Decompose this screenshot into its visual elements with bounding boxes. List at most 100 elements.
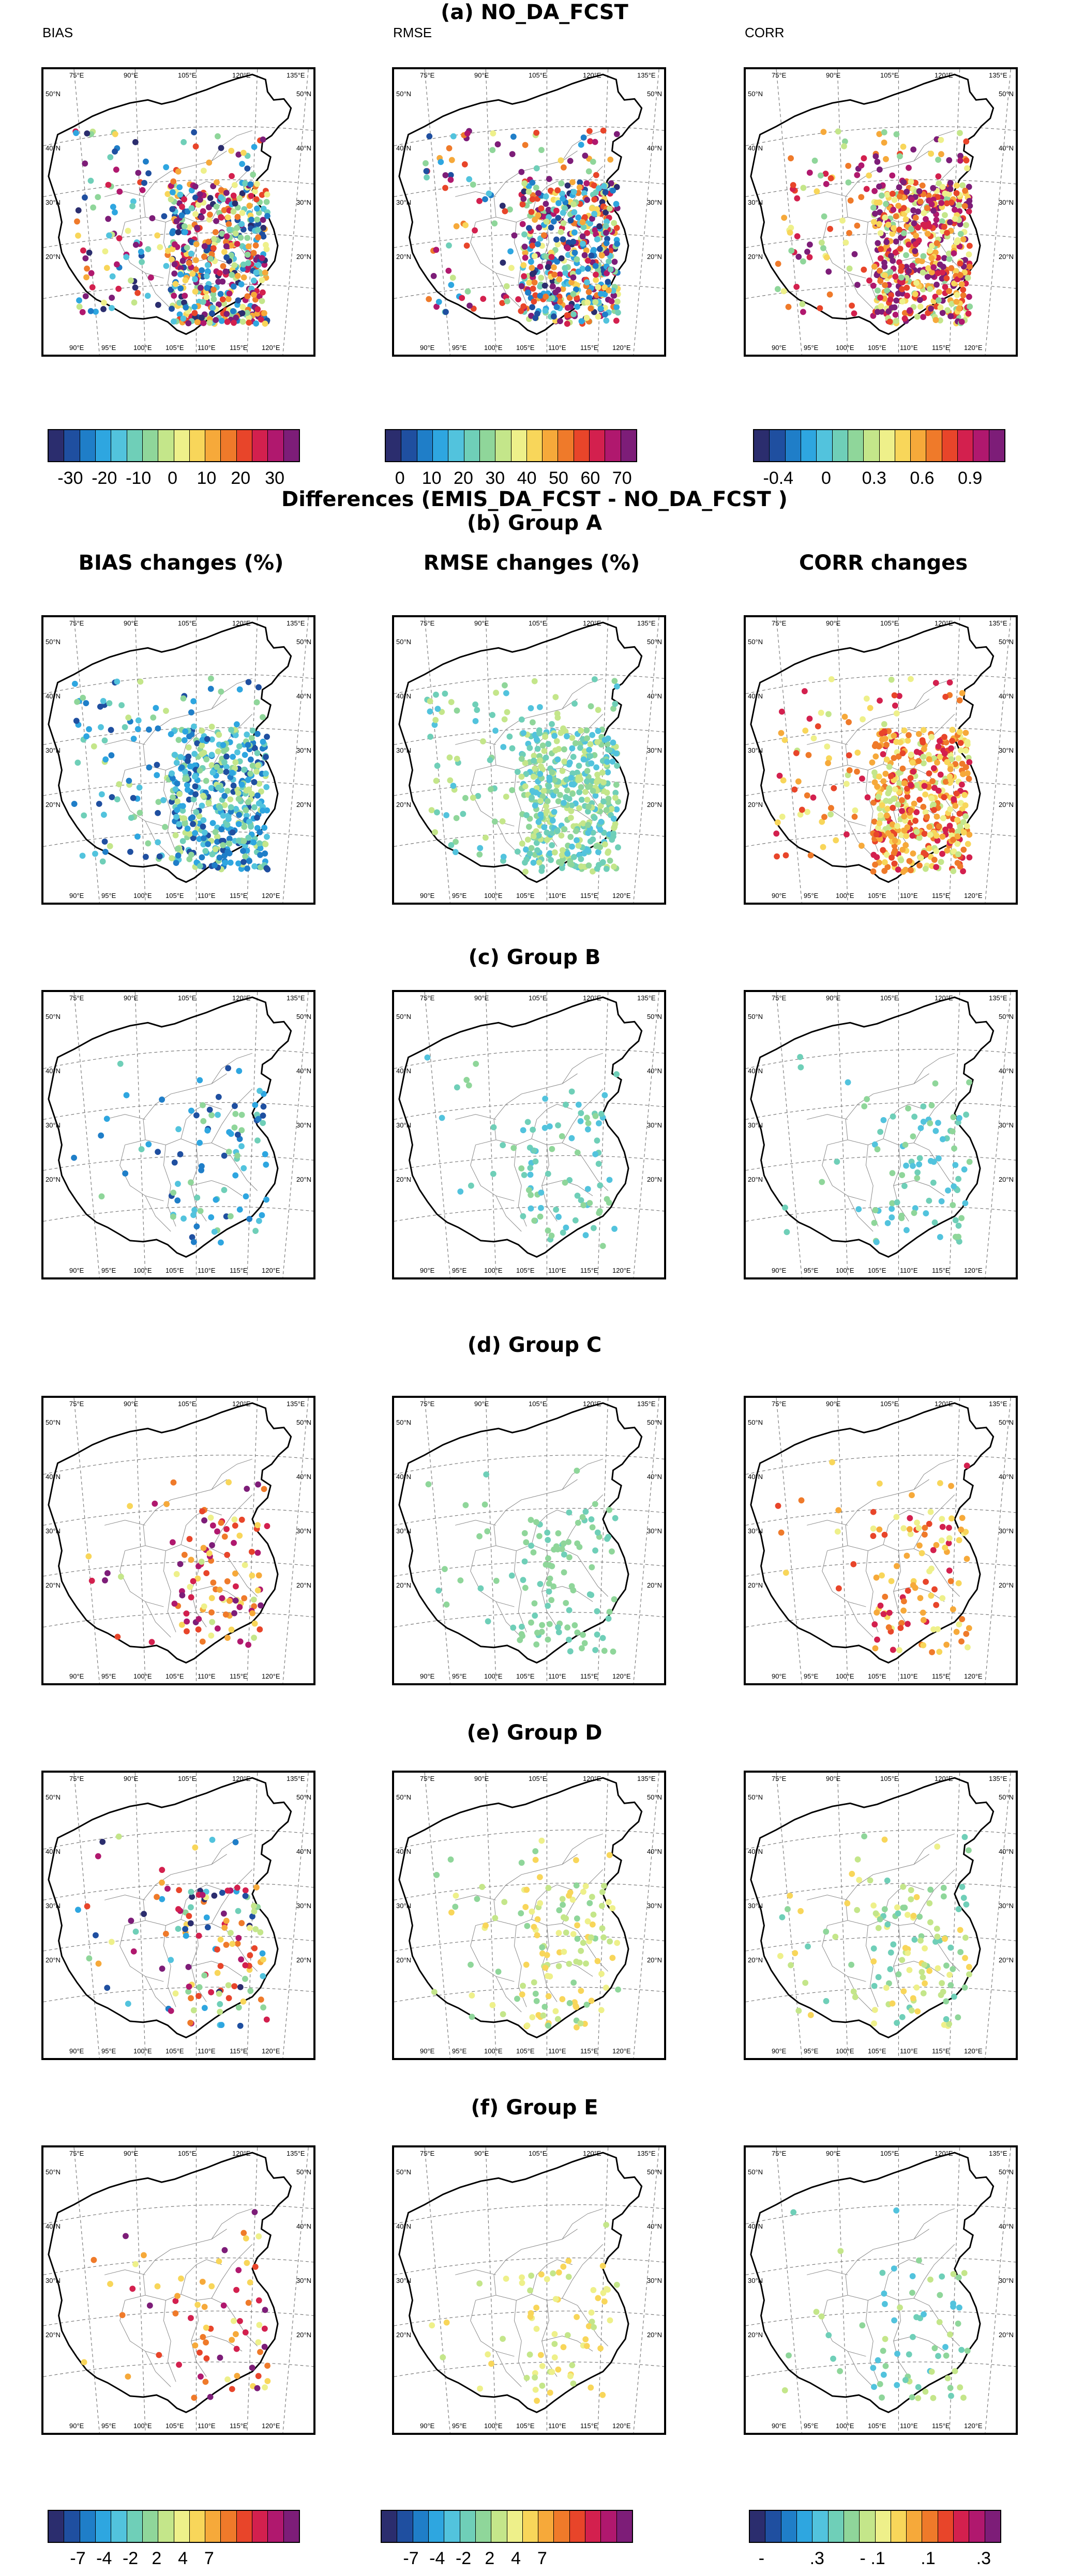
station-dot — [227, 859, 234, 866]
station-dot — [936, 297, 942, 303]
graticule-line — [985, 1398, 1011, 1683]
station-dot — [493, 1577, 500, 1584]
station-dot — [464, 288, 471, 295]
station-dot — [958, 1215, 965, 1222]
station-dot — [939, 1595, 946, 1602]
station-dot — [470, 795, 476, 801]
station-dot — [934, 1843, 941, 1850]
graticule-line — [394, 126, 664, 146]
station-dot — [578, 318, 585, 325]
station-dot — [208, 736, 215, 743]
station-dot — [545, 2022, 552, 2029]
station-dot — [866, 277, 872, 284]
station-dot — [264, 833, 270, 840]
colorbar-swatch — [127, 430, 143, 461]
graticule-line — [43, 1049, 313, 1069]
station-dot — [254, 730, 261, 737]
station-dot — [442, 172, 449, 178]
station-dot — [888, 253, 894, 260]
station-dot — [893, 213, 899, 220]
station-dot — [568, 802, 575, 809]
station-dot — [537, 798, 544, 804]
station-dot — [189, 1894, 195, 1900]
station-dot — [204, 1127, 211, 1134]
station-dot — [913, 809, 920, 815]
province-border — [847, 1601, 874, 1638]
station-dot — [941, 794, 947, 801]
station-dot — [595, 1161, 602, 1167]
station-dot — [931, 785, 938, 791]
station-dot — [600, 1934, 607, 1941]
station-dot — [935, 173, 942, 180]
station-dot — [963, 1630, 970, 1637]
latitude-label: 40°N — [396, 1067, 412, 1075]
station-dot — [239, 161, 246, 167]
station-dot — [545, 1555, 551, 1562]
station-dot — [936, 289, 942, 296]
station-dot — [835, 1585, 842, 1592]
station-dot — [963, 823, 970, 830]
longitude-label-top: 135°E — [989, 71, 1007, 79]
station-dot — [606, 1852, 613, 1858]
station-dot — [829, 1459, 835, 1466]
station-dot — [566, 1636, 572, 1643]
longitude-label-bottom: 110°E — [198, 1267, 216, 1274]
longitude-label-top: 90°E — [474, 994, 489, 1002]
station-dot — [570, 311, 577, 317]
station-dot — [601, 737, 608, 743]
graticule-line — [949, 617, 960, 903]
station-dot — [592, 1501, 598, 1507]
station-dot — [174, 845, 181, 852]
station-dot — [603, 223, 609, 229]
station-dot — [545, 264, 551, 270]
station-dot — [525, 225, 532, 232]
station-dot — [447, 172, 454, 178]
station-dot — [964, 739, 971, 745]
station-dot — [860, 716, 866, 723]
station-dot — [939, 1516, 945, 1522]
longitude-label-top: 75°E — [772, 619, 787, 627]
province-border — [913, 1458, 955, 1490]
station-dot — [226, 835, 233, 842]
station-dot — [238, 1143, 245, 1150]
longitude-label-top: 105°E — [178, 1775, 197, 1782]
station-dot — [891, 196, 898, 203]
station-dot — [588, 1516, 595, 1522]
station-dot — [966, 184, 972, 190]
station-dot — [935, 743, 942, 750]
province-border — [145, 1976, 171, 2013]
station-dot — [578, 1197, 584, 1203]
station-dot — [791, 786, 798, 793]
station-dot — [613, 1071, 620, 1078]
station-dot — [240, 1998, 247, 2005]
station-dot — [531, 757, 537, 764]
colorbar-swatch — [973, 430, 989, 461]
station-dot — [909, 759, 916, 766]
latitude-label: 20°N — [46, 1581, 61, 1589]
colorbar-tick-label: 0 — [821, 468, 831, 488]
station-dot — [452, 1903, 459, 1910]
station-dot — [469, 2014, 475, 2020]
station-dot — [201, 253, 207, 260]
station-dot — [204, 262, 211, 268]
station-dot — [184, 245, 190, 251]
station-dot — [919, 1969, 925, 1975]
station-dot — [555, 1214, 562, 1220]
station-dot — [568, 1135, 575, 1141]
station-dot — [776, 772, 783, 779]
station-dot — [258, 316, 264, 323]
station-dot — [592, 1151, 599, 1157]
station-dot — [911, 1937, 918, 1943]
longitude-label-bottom: 100°E — [836, 892, 854, 900]
station-dot — [258, 1602, 264, 1609]
station-dot — [529, 179, 536, 186]
graticule-line — [985, 992, 1011, 1277]
station-dot — [515, 296, 522, 302]
station-dot — [893, 131, 900, 138]
station-dot — [885, 308, 892, 315]
station-dot — [589, 1524, 596, 1531]
station-dot — [234, 240, 240, 247]
station-dot — [250, 250, 257, 256]
station-dot — [224, 1578, 231, 1584]
colorbar-swatch — [205, 430, 221, 461]
